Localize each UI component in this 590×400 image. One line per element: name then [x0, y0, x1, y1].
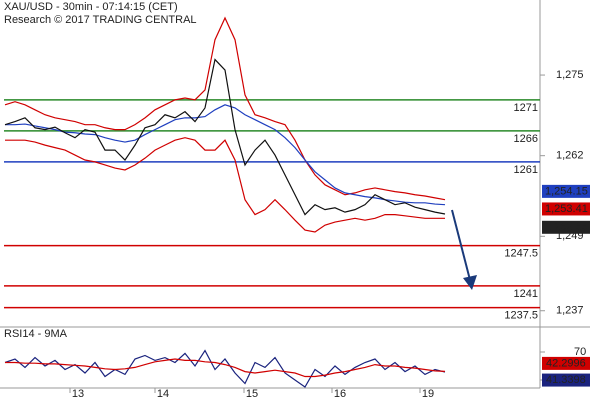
- x-tick-label: 16: [334, 388, 346, 400]
- price-line: [4, 16, 446, 201]
- rsi-tick-label: 70: [574, 346, 586, 358]
- x-tick-label: 14: [157, 388, 169, 400]
- level-label: 1241: [514, 288, 538, 300]
- price-label-box: [542, 202, 590, 216]
- level-label: 1261: [514, 164, 538, 176]
- price-line: [4, 349, 446, 388]
- price-line: [4, 58, 446, 216]
- chart-title: XAU/USD - 30min - 07:14:15 (CET): [4, 1, 178, 13]
- x-tick-label: 15: [246, 388, 258, 400]
- rsi-label: 41.3398: [546, 374, 586, 386]
- y-tick-label: 1,237: [556, 305, 584, 317]
- price-label-box: [542, 220, 590, 234]
- rsi-label: 42.2996: [546, 357, 586, 369]
- arrow-shaft: [451, 209, 471, 281]
- y-tick-label: 1,275: [556, 69, 584, 81]
- level-label: 1266: [514, 133, 538, 145]
- chart-subtitle: Research © 2017 TRADING CENTRAL: [4, 14, 197, 26]
- x-tick-label: 19: [422, 388, 434, 400]
- price-label: 1,253.41: [545, 203, 588, 215]
- level-label: 1247.5: [504, 248, 538, 260]
- price-label: 1,254.15: [545, 185, 588, 197]
- price-label-box: [542, 184, 590, 198]
- arrow-head: [463, 275, 477, 290]
- price-line: [5, 358, 446, 378]
- rsi-label-box: [542, 373, 590, 387]
- x-tick-label: 13: [72, 388, 84, 400]
- y-tick-label: 1,262: [556, 150, 584, 162]
- level-label: 1237.5: [504, 310, 538, 322]
- forecast-arrow: [451, 209, 477, 290]
- price-label: 1,252.55: [545, 221, 588, 233]
- rsi-label-box: [542, 356, 590, 370]
- level-label: 1271: [514, 102, 538, 114]
- price-line: [5, 137, 445, 233]
- rsi-title: RSI14 - 9MA: [4, 328, 68, 340]
